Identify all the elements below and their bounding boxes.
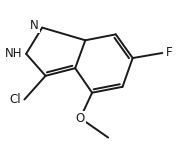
Text: Cl: Cl xyxy=(9,93,21,106)
Text: F: F xyxy=(166,46,172,60)
Text: NH: NH xyxy=(5,47,23,60)
Text: O: O xyxy=(76,112,85,125)
Text: N: N xyxy=(30,19,39,32)
